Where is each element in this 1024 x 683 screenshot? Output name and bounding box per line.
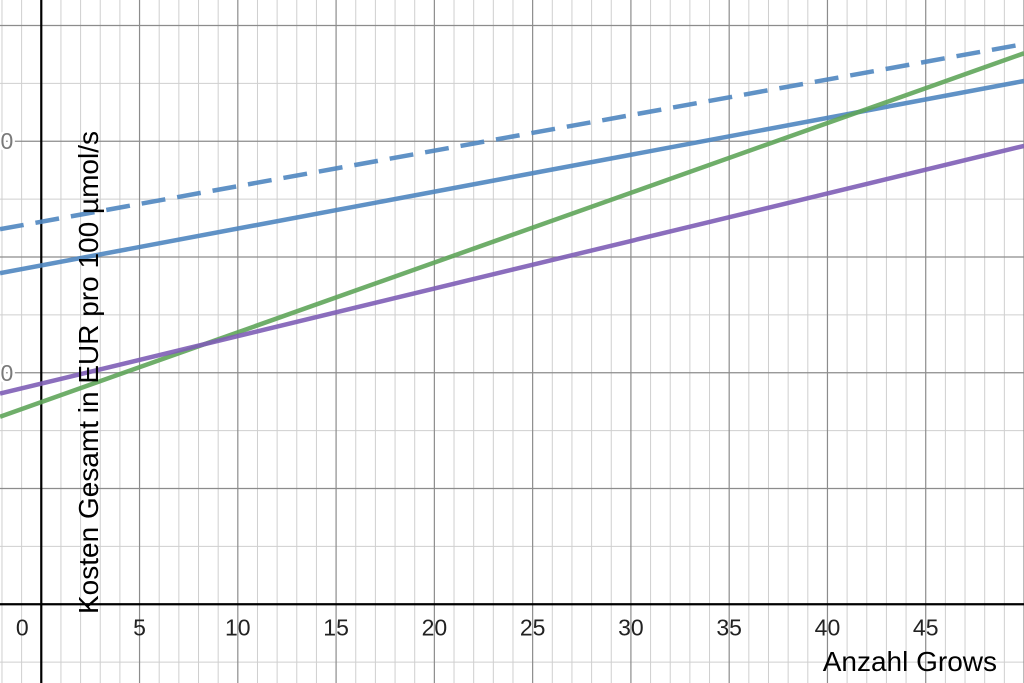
series-line-1 bbox=[0, 41, 1024, 232]
series-lines bbox=[0, 41, 1024, 419]
x-tick-label: 35 bbox=[716, 614, 742, 640]
x-tick-label: 15 bbox=[323, 614, 349, 640]
x-tick-label: 45 bbox=[913, 614, 939, 640]
x-tick-label: 10 bbox=[225, 614, 251, 640]
series-line-3 bbox=[0, 51, 1024, 419]
x-tick-labels: 0 5 10 15 20 25 30 35 40 45 bbox=[16, 614, 939, 640]
y-tick-label: 1000 bbox=[0, 360, 13, 386]
y-tick-label: 2000 bbox=[0, 128, 13, 154]
x-tick-label: 40 bbox=[815, 614, 841, 640]
x-tick-label: 5 bbox=[133, 614, 146, 640]
y-tick-labels: 1000 2000 bbox=[0, 126, 16, 389]
x-axis-title: Anzahl Grows bbox=[823, 646, 997, 677]
x-tick-label: 25 bbox=[520, 614, 546, 640]
y-axis-title: Kosten Gesamt in EUR pro 100 µmol/s bbox=[73, 131, 104, 614]
x-tick-label: 30 bbox=[618, 614, 644, 640]
x-tick-label: 20 bbox=[422, 614, 448, 640]
series-line-4 bbox=[0, 143, 1024, 396]
x-tick-label: 0 bbox=[16, 614, 29, 640]
